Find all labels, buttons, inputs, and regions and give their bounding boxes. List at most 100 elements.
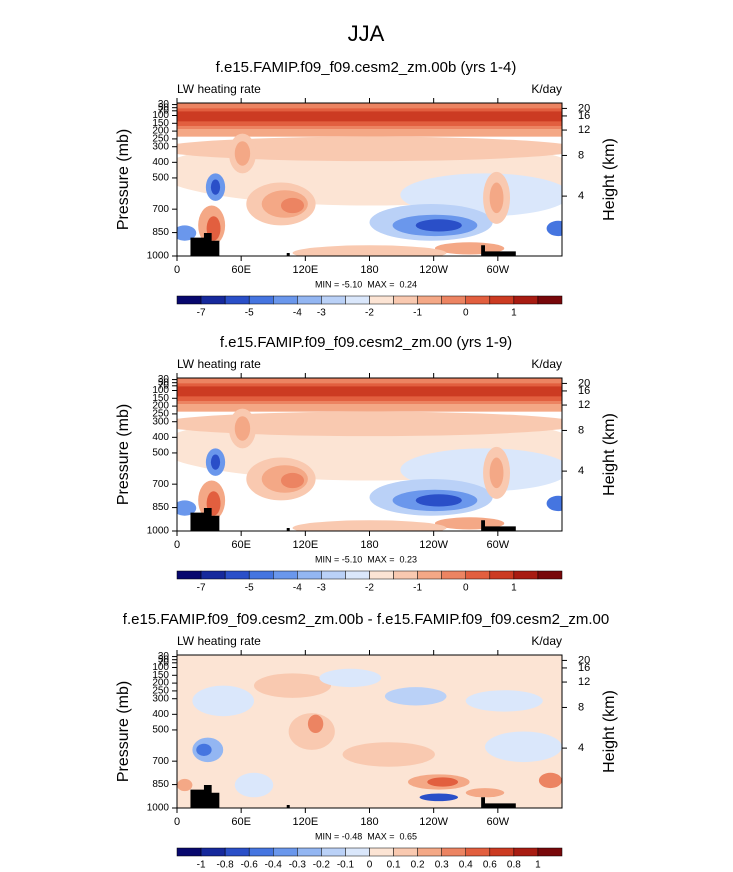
y-tick-label: 700 [152, 204, 169, 215]
topography [190, 508, 220, 531]
colorbar-box [224, 295, 250, 305]
contour-region [210, 179, 221, 195]
topography [190, 233, 220, 256]
contour-field [177, 103, 562, 256]
x-tick-label: 180 [360, 264, 378, 276]
x-tick-label: 60W [487, 539, 510, 551]
variable-label: LW heating rate [177, 357, 261, 371]
x-tick-label: 180 [360, 539, 378, 551]
colorbar-box [513, 570, 539, 580]
colorbar-label: -2 [365, 583, 374, 594]
y-tick-label: 500 [152, 173, 169, 184]
colorbar-box [441, 295, 466, 305]
colorbar-box [248, 847, 274, 857]
y-tick-label: 850 [152, 227, 169, 238]
contour-region [210, 454, 221, 470]
topography [286, 528, 290, 531]
y2-tick-label: 4 [578, 465, 584, 477]
contour-region [280, 472, 305, 489]
y2-axis-label: Height (km) [601, 138, 618, 221]
colorbar-box [369, 295, 394, 305]
contour-region [177, 136, 562, 162]
y-tick-label: 300 [152, 141, 169, 152]
y-tick-label: 30 [158, 651, 170, 662]
colorbar-label: 1 [535, 860, 541, 871]
y2-tick-label: 16 [578, 662, 590, 674]
y-tick-label: 400 [152, 432, 169, 443]
colorbar-box [273, 847, 298, 857]
contour-region [292, 245, 447, 256]
panel: f.e15.FAMIP.f09_f09.cesm2_zm.00b (yrs 1-… [115, 59, 618, 319]
x-tick-label: 0 [174, 539, 180, 551]
colorbar-label: 1 [511, 583, 517, 594]
colorbar-box [297, 570, 322, 580]
colorbar-box [345, 570, 370, 580]
x-tick-label: 120W [419, 816, 448, 828]
panel-title: f.e15.FAMIP.f09_f09.cesm2_zm.00 (yrs 1-9… [220, 334, 512, 351]
colorbar-label: 0 [463, 583, 469, 594]
y2-tick-label: 4 [578, 742, 584, 754]
x-tick-label: 180 [360, 816, 378, 828]
colorbar-box [513, 847, 539, 857]
contour-region [196, 743, 212, 756]
y-tick-label: 400 [152, 709, 169, 720]
x-tick-label: 60W [487, 264, 510, 276]
colorbar-label: 0.8 [507, 860, 521, 871]
contour-region [489, 457, 504, 489]
contour-region [177, 225, 197, 241]
colorbar-label: -7 [197, 308, 206, 319]
x-tick-label: 60E [231, 539, 251, 551]
contour-region [546, 495, 562, 512]
y-tick-label: 1000 [147, 526, 170, 537]
y-tick-label: 150 [152, 670, 169, 681]
contour-region [415, 219, 462, 232]
y-tick-label: 150 [152, 118, 169, 129]
variable-label: LW heating rate [177, 634, 261, 648]
y-tick-label: 200 [152, 401, 169, 412]
colorbar-box [369, 847, 394, 857]
y2-axis-label: Height (km) [601, 690, 618, 773]
units-label: K/day [531, 357, 562, 371]
y-tick-label: 1000 [147, 803, 170, 814]
x-tick-label: 60E [231, 816, 251, 828]
y-tick-label: 150 [152, 393, 169, 404]
colorbar-box [273, 570, 298, 580]
colorbar-box [465, 570, 491, 580]
colorbar-label: -5 [245, 583, 254, 594]
contour-field [177, 655, 562, 808]
colorbar-box [176, 295, 202, 305]
y-tick-label: 850 [152, 502, 169, 513]
contour-region [177, 411, 562, 437]
y-tick-label: 850 [152, 779, 169, 790]
contour-region [485, 731, 562, 763]
x-tick-label: 120W [419, 264, 448, 276]
colorbar-box [537, 847, 563, 857]
colorbar-label: -7 [197, 583, 206, 594]
colorbar-box [176, 570, 202, 580]
panel-title: f.e15.FAMIP.f09_f09.cesm2_zm.00b (yrs 1-… [216, 59, 517, 76]
stats: MIN = -5.10 MAX = 0.23 [315, 554, 417, 564]
colorbar-label: -1 [197, 860, 206, 871]
colorbar-box [224, 570, 250, 580]
y-tick-label: 250 [152, 686, 169, 697]
y2-tick-label: 20 [578, 102, 590, 114]
colorbar-box [393, 295, 418, 305]
colorbar-box [417, 570, 442, 580]
contour-region [234, 141, 251, 166]
colorbar-box [537, 295, 563, 305]
colorbar-box [489, 570, 515, 580]
contour-region [465, 788, 505, 798]
stats: MIN = -0.48 MAX = 0.65 [315, 831, 417, 841]
topography [190, 785, 220, 808]
y-tick-label: 500 [152, 448, 169, 459]
y-tick-label: 250 [152, 134, 169, 145]
panel: f.e15.FAMIP.f09_f09.cesm2_zm.00 (yrs 1-9… [115, 334, 618, 594]
colorbar-box [200, 295, 226, 305]
colorbar-box [248, 295, 274, 305]
topography [481, 520, 516, 531]
y2-tick-label: 12 [578, 399, 590, 411]
colorbar-label: 0.1 [387, 860, 401, 871]
contour-region [177, 778, 193, 792]
colorbar-label: 0.4 [459, 860, 473, 871]
